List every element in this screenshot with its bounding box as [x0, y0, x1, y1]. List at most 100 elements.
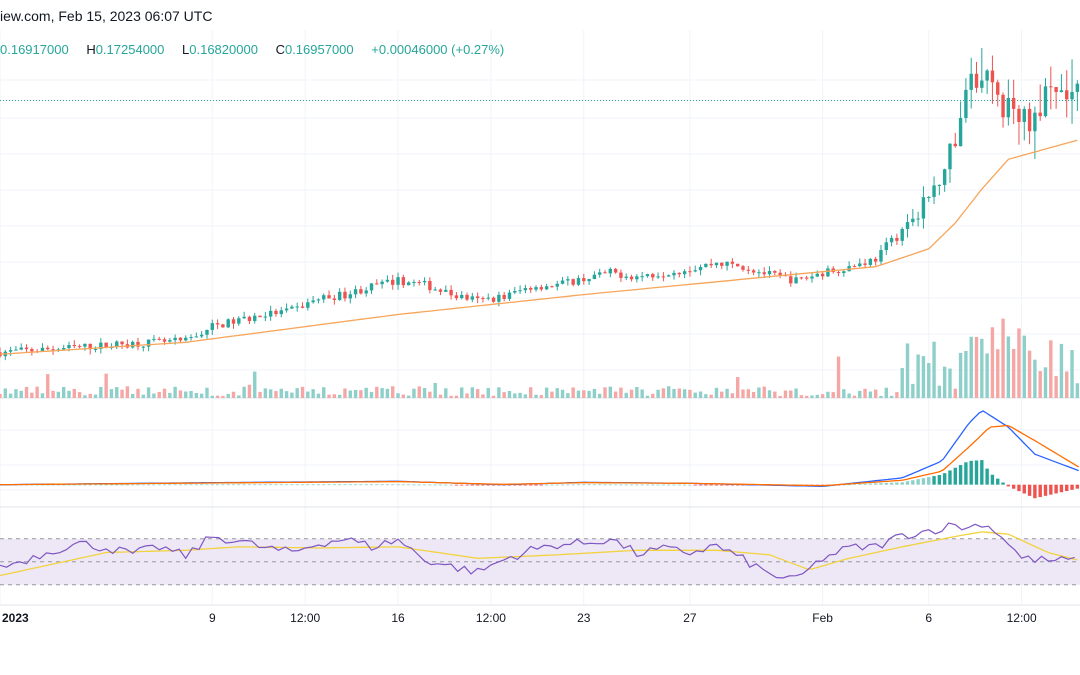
- candle-body: [231, 319, 236, 324]
- volume-bar: [221, 395, 225, 398]
- volume-bar: [889, 395, 894, 398]
- macd-histogram-bar: [327, 484, 331, 486]
- x-tick-label: 12:00: [476, 611, 506, 625]
- volume-bar: [842, 389, 846, 398]
- candle-body: [879, 250, 883, 262]
- macd-histogram-bar: [194, 484, 199, 486]
- candle-body: [14, 349, 18, 351]
- macd-histogram-bar: [698, 484, 703, 486]
- candle-body: [24, 347, 29, 350]
- macd-histogram-bar: [847, 484, 851, 486]
- volume-bar: [189, 390, 193, 398]
- time-axis-ticks: 2023 9 12:00 16 12:00 23 27 Feb 6 12:00: [2, 611, 1037, 625]
- volume-bar: [603, 387, 607, 398]
- macd-line: [0, 410, 1079, 487]
- volume-bar: [380, 388, 384, 398]
- volume-bar: [30, 392, 34, 398]
- x-tick-label: 6: [925, 611, 932, 625]
- volume-bar: [475, 389, 480, 398]
- volume-bar: [14, 389, 18, 398]
- macd-histogram-bar: [215, 484, 220, 486]
- volume-bar: [470, 387, 475, 398]
- volume-bar: [858, 390, 862, 398]
- candle-body: [40, 347, 45, 352]
- macd-histogram-bar: [1006, 484, 1011, 487]
- volume-bar: [125, 386, 130, 398]
- candle-body: [337, 291, 342, 300]
- volume-bar: [1006, 336, 1011, 398]
- macd-histogram-bar: [396, 484, 400, 486]
- macd-histogram-bar: [704, 484, 708, 486]
- candle-body: [1001, 94, 1005, 118]
- candle-body: [359, 289, 363, 294]
- candle-body: [396, 277, 400, 285]
- volume-bar: [454, 395, 459, 398]
- volume-bar: [582, 390, 586, 398]
- macd-histogram-bar: [88, 484, 92, 486]
- macd-histogram-bar: [608, 484, 613, 486]
- candle-body: [1065, 90, 1069, 100]
- candle-body: [444, 289, 448, 292]
- candle-body: [268, 310, 273, 317]
- macd-histogram-bar: [927, 477, 931, 485]
- volume-bar: [592, 388, 597, 398]
- volume-bar: [1001, 318, 1005, 398]
- macd-histogram-bar: [513, 484, 517, 486]
- volume-bar: [661, 388, 666, 398]
- chart-header: iew.com, Feb 15, 2023 06:07 UTC: [0, 8, 212, 24]
- macd-histogram-bar: [247, 484, 252, 486]
- candle-body: [916, 218, 920, 220]
- volume-bar: [884, 387, 888, 398]
- macd-histogram-bar: [629, 484, 634, 486]
- candle-body: [1043, 86, 1048, 117]
- volume-bar: [8, 393, 13, 398]
- candle-body: [30, 349, 34, 352]
- volume-bar: [1070, 350, 1074, 398]
- macd-histogram-bar: [688, 484, 692, 486]
- candle-body: [714, 262, 719, 266]
- candle-body: [964, 89, 968, 119]
- volume-bar: [1017, 328, 1021, 398]
- volume-bar: [714, 387, 719, 398]
- candle-body: [61, 348, 66, 350]
- candle-body: [1049, 86, 1053, 88]
- volume-bar: [953, 388, 957, 398]
- candle-body: [465, 294, 469, 300]
- volume-bar: [258, 391, 262, 398]
- volume-bar: [964, 351, 968, 398]
- candle-body: [1017, 108, 1021, 122]
- volume-bar: [104, 373, 108, 398]
- macd-histogram-bar: [672, 484, 676, 486]
- volume-bar: [629, 389, 634, 398]
- x-tick-label: Feb: [812, 611, 833, 625]
- macd-histogram-bar: [550, 484, 554, 486]
- macd-histogram-bar: [83, 484, 87, 486]
- candle-body: [661, 276, 666, 278]
- volume-bar: [709, 394, 713, 398]
- volume-bar: [895, 392, 899, 398]
- volume-bar: [571, 387, 575, 398]
- volume-bar: [279, 388, 283, 398]
- candle-body: [550, 286, 554, 288]
- volume-bar: [417, 386, 421, 398]
- volume-bar: [980, 338, 984, 398]
- candle-body: [391, 279, 395, 285]
- volume-bar: [449, 395, 453, 398]
- volume-bar: [460, 387, 464, 398]
- macd-histogram-bar: [109, 484, 114, 486]
- macd-histogram-bar: [486, 484, 490, 486]
- macd-histogram-bar: [438, 484, 443, 486]
- candle-body: [725, 261, 729, 266]
- macd-histogram-bar: [858, 483, 862, 485]
- macd-histogram-bar: [566, 484, 570, 486]
- volume-bar: [316, 393, 321, 398]
- volume-bar: [783, 390, 788, 398]
- macd-histogram-bar: [1049, 484, 1053, 495]
- macd-histogram-bar: [523, 484, 528, 486]
- candle-body: [560, 280, 565, 284]
- volume-bar: [1059, 343, 1064, 398]
- volume-bar: [757, 387, 761, 398]
- volume-bar: [544, 387, 549, 398]
- candle-body: [77, 346, 82, 348]
- volume-bar: [863, 388, 867, 398]
